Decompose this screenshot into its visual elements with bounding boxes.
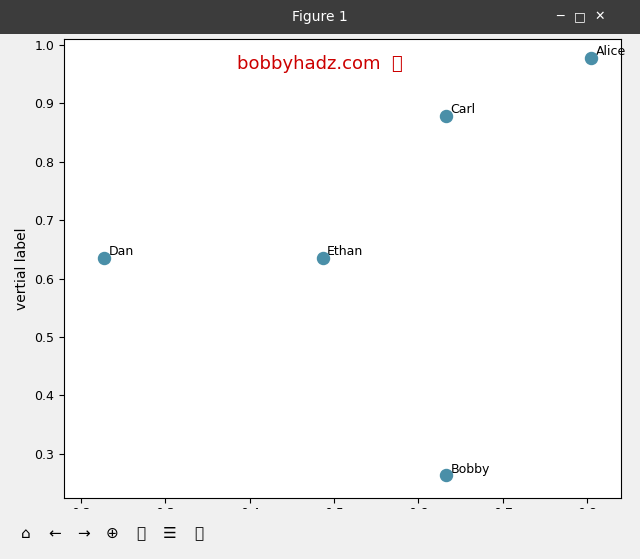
Text: Bobby: Bobby	[451, 462, 490, 476]
Text: 💾: 💾	[194, 527, 203, 541]
Text: □: □	[574, 10, 586, 23]
Text: bobbyhadz.com  📦: bobbyhadz.com 📦	[237, 55, 403, 73]
Y-axis label: vertial label: vertial label	[15, 227, 29, 310]
Point	[586, 53, 596, 62]
Text: ⊕: ⊕	[106, 527, 118, 541]
Point	[318, 254, 328, 263]
Point	[441, 471, 451, 480]
Text: ☰: ☰	[163, 527, 177, 541]
Text: Figure 1: Figure 1	[292, 10, 348, 24]
Text: Alice: Alice	[595, 45, 626, 58]
Text: ✕: ✕	[595, 10, 605, 23]
Text: Carl: Carl	[451, 103, 476, 116]
Text: ⌂: ⌂	[20, 527, 31, 541]
Text: ─: ─	[556, 10, 564, 23]
Text: →: →	[77, 527, 90, 541]
Text: ←: ←	[48, 527, 61, 541]
Text: Dan: Dan	[109, 245, 134, 258]
Point	[441, 112, 451, 121]
Text: Ethan: Ethan	[327, 245, 364, 258]
Text: 🔍: 🔍	[136, 527, 145, 541]
Point	[99, 254, 109, 263]
X-axis label: horizontal label: horizontal label	[289, 526, 396, 540]
